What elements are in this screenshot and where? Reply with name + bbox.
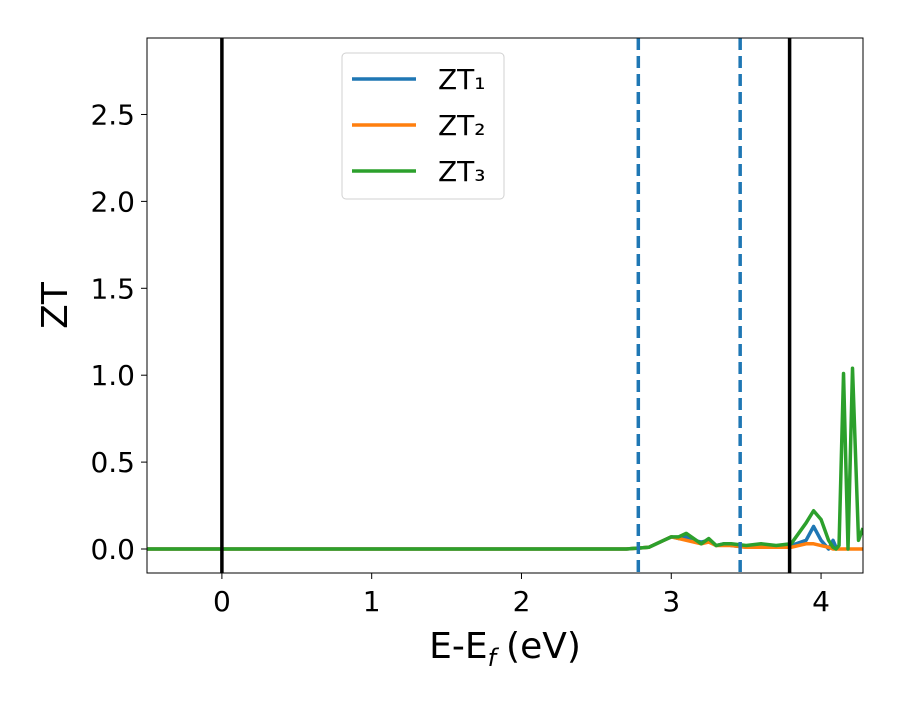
x-label-main: E-E (429, 626, 487, 667)
x-tick-label: 4 (812, 585, 830, 618)
y-tick-label: 0.0 (90, 533, 135, 566)
x-axis-label: E-Ef (eV) (429, 626, 581, 672)
y-tick-label: 0.5 (90, 446, 135, 479)
legend-label: ZT₃ (438, 155, 486, 188)
x-tick-label: 1 (363, 585, 381, 618)
y-tick-label: 1.0 (90, 359, 135, 392)
x-label-unit: (eV) (506, 626, 581, 667)
series-line (147, 366, 863, 551)
y-tick-label: 2.5 (90, 98, 135, 131)
y-tick-label: 1.5 (90, 272, 135, 305)
x-tick-label: 2 (513, 585, 531, 618)
y-axis-label: ZT (35, 281, 76, 329)
plot-frame (146, 37, 864, 574)
plot (147, 38, 863, 573)
x-tick-label: 0 (213, 585, 231, 618)
legend-label: ZT₁ (438, 63, 486, 96)
legend-label: ZT₂ (438, 109, 486, 142)
x-tick-label: 3 (662, 585, 680, 618)
y-tick-label: 2.0 (90, 185, 135, 218)
legend-box (341, 52, 505, 200)
